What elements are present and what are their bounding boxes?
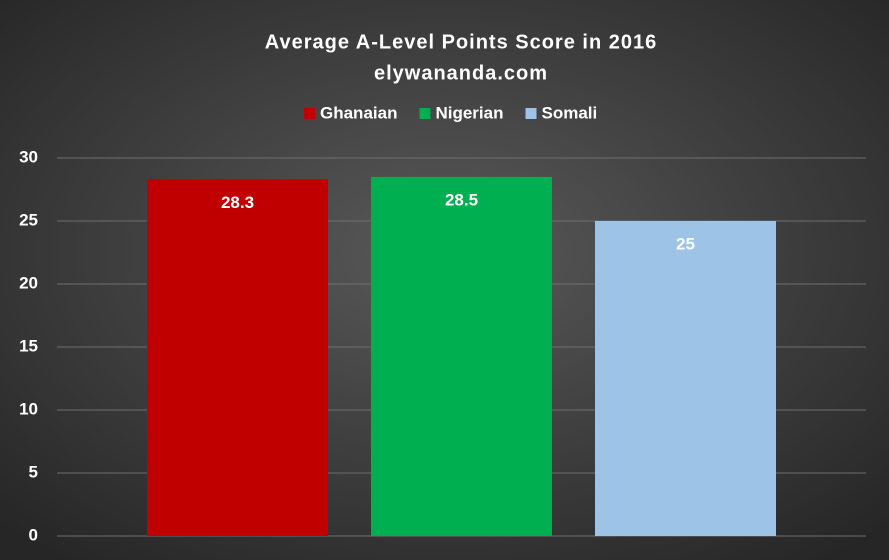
- value-label: 28.5: [445, 190, 478, 209]
- y-tick-label: 20: [19, 273, 38, 292]
- legend-swatch: [304, 108, 315, 119]
- chart-subtitle: elywananda.com: [374, 62, 548, 84]
- legend-label: Nigerian: [435, 103, 503, 122]
- y-tick-label: 15: [19, 336, 38, 355]
- legend: Ghanaian Nigerian Somali: [304, 103, 597, 122]
- y-tick-label: 0: [29, 525, 38, 544]
- y-tick-label: 30: [19, 147, 38, 166]
- y-tick-label: 5: [29, 462, 38, 481]
- bar: [595, 221, 776, 536]
- legend-swatch: [419, 108, 431, 119]
- y-tick-label: 25: [19, 210, 38, 229]
- chart-title: Average A-Level Points Score in 2016: [265, 31, 657, 53]
- value-label: 28.3: [221, 193, 254, 212]
- legend-swatch: [525, 108, 537, 119]
- value-label: 25: [676, 234, 695, 253]
- legend-label: Ghanaian: [320, 103, 397, 122]
- bar: [371, 176, 552, 536]
- legend-label: Somali: [542, 103, 598, 122]
- bar: [147, 179, 328, 537]
- y-tick-label: 10: [19, 399, 38, 418]
